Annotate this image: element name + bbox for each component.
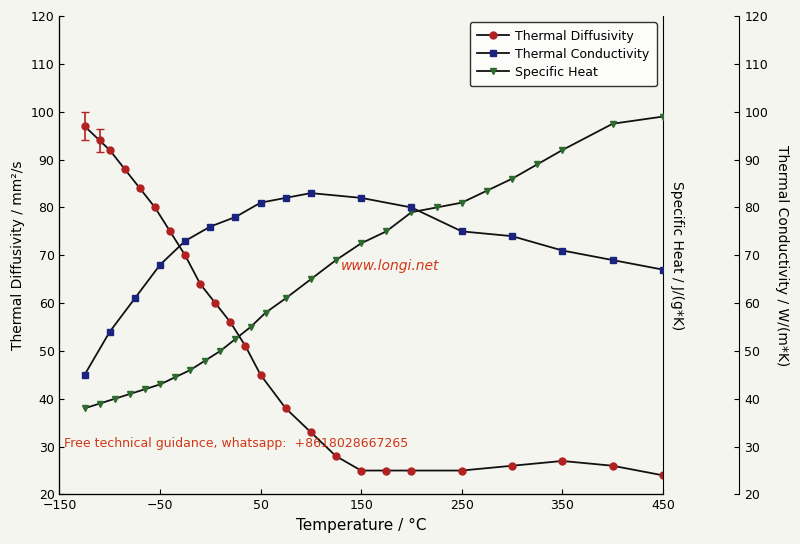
Thermal Diffusivity	[135, 185, 145, 191]
Line: Specific Heat: Specific Heat	[81, 113, 666, 412]
Thermal Diffusivity	[507, 462, 517, 469]
Thermal Diffusivity	[95, 137, 105, 144]
Line: Thermal Diffusivity: Thermal Diffusivity	[81, 122, 666, 479]
Thermal Diffusivity	[120, 166, 130, 172]
Thermal Diffusivity	[210, 300, 220, 306]
Specific Heat	[331, 257, 341, 263]
Thermal Conductivity	[256, 200, 266, 206]
Thermal Conductivity	[80, 372, 90, 378]
Thermal Diffusivity	[80, 123, 90, 129]
Specific Heat	[201, 357, 210, 364]
Thermal Diffusivity	[382, 467, 391, 474]
Specific Heat	[246, 324, 255, 330]
Thermal Conductivity	[507, 233, 517, 239]
Specific Heat	[406, 209, 416, 215]
Specific Heat	[261, 310, 270, 316]
Thermal Diffusivity	[180, 252, 190, 258]
Thermal Conductivity	[406, 204, 416, 211]
Thermal Diffusivity	[150, 204, 160, 211]
Thermal Conductivity	[206, 224, 215, 230]
Thermal Diffusivity	[356, 467, 366, 474]
Specific Heat	[658, 113, 668, 120]
Thermal Conductivity	[180, 238, 190, 244]
Specific Heat	[306, 276, 316, 282]
Y-axis label: Thermal Diffusivity / mm²/s: Thermal Diffusivity / mm²/s	[11, 160, 25, 350]
Thermal Diffusivity	[281, 405, 290, 412]
Thermal Conductivity	[457, 228, 466, 234]
Specific Heat	[382, 228, 391, 234]
Specific Heat	[215, 348, 225, 354]
Legend: Thermal Diffusivity, Thermal Conductivity, Specific Heat: Thermal Diffusivity, Thermal Conductivit…	[470, 22, 657, 86]
X-axis label: Temperature / °C: Temperature / °C	[296, 518, 426, 533]
Thermal Conductivity	[608, 257, 618, 263]
Text: Free technical guidance, whatsapp:  +8618028667265: Free technical guidance, whatsapp: +8618…	[65, 437, 409, 450]
Specific Heat	[532, 161, 542, 168]
Specific Heat	[281, 295, 290, 301]
Line: Thermal Conductivity: Thermal Conductivity	[81, 190, 666, 378]
Thermal Diffusivity	[166, 228, 175, 234]
Y-axis label: Thermal Conductivity / W/(m*K): Thermal Conductivity / W/(m*K)	[775, 145, 789, 366]
Thermal Conductivity	[230, 214, 240, 220]
Specific Heat	[80, 405, 90, 412]
Thermal Diffusivity	[658, 472, 668, 479]
Specific Heat	[95, 400, 105, 407]
Thermal Conductivity	[130, 295, 140, 301]
Thermal Diffusivity	[256, 372, 266, 378]
Thermal Diffusivity	[226, 319, 235, 325]
Thermal Conductivity	[356, 195, 366, 201]
Specific Heat	[457, 200, 466, 206]
Thermal Conductivity	[281, 195, 290, 201]
Thermal Diffusivity	[195, 281, 205, 287]
Thermal Diffusivity	[331, 453, 341, 460]
Text: www.longi.net: www.longi.net	[341, 258, 439, 273]
Thermal Diffusivity	[241, 343, 250, 349]
Specific Heat	[432, 204, 442, 211]
Thermal Conductivity	[155, 262, 165, 268]
Specific Heat	[125, 391, 134, 397]
Thermal Diffusivity	[105, 147, 114, 153]
Thermal Diffusivity	[558, 458, 567, 464]
Thermal Diffusivity	[608, 462, 618, 469]
Thermal Diffusivity	[406, 467, 416, 474]
Specific Heat	[140, 386, 150, 392]
Specific Heat	[110, 395, 119, 402]
Thermal Conductivity	[558, 247, 567, 254]
Specific Heat	[356, 240, 366, 246]
Specific Heat	[155, 381, 165, 388]
Specific Heat	[507, 176, 517, 182]
Specific Heat	[186, 367, 195, 373]
Thermal Conductivity	[306, 190, 316, 196]
Specific Heat	[608, 120, 618, 127]
Specific Heat	[558, 147, 567, 153]
Specific Heat	[170, 374, 180, 380]
Y-axis label: Specific Heat / J/(g*K): Specific Heat / J/(g*K)	[670, 181, 684, 330]
Thermal Diffusivity	[457, 467, 466, 474]
Specific Heat	[230, 336, 240, 342]
Specific Heat	[482, 188, 492, 194]
Thermal Conductivity	[105, 329, 114, 335]
Thermal Conductivity	[658, 267, 668, 273]
Thermal Diffusivity	[306, 429, 316, 436]
